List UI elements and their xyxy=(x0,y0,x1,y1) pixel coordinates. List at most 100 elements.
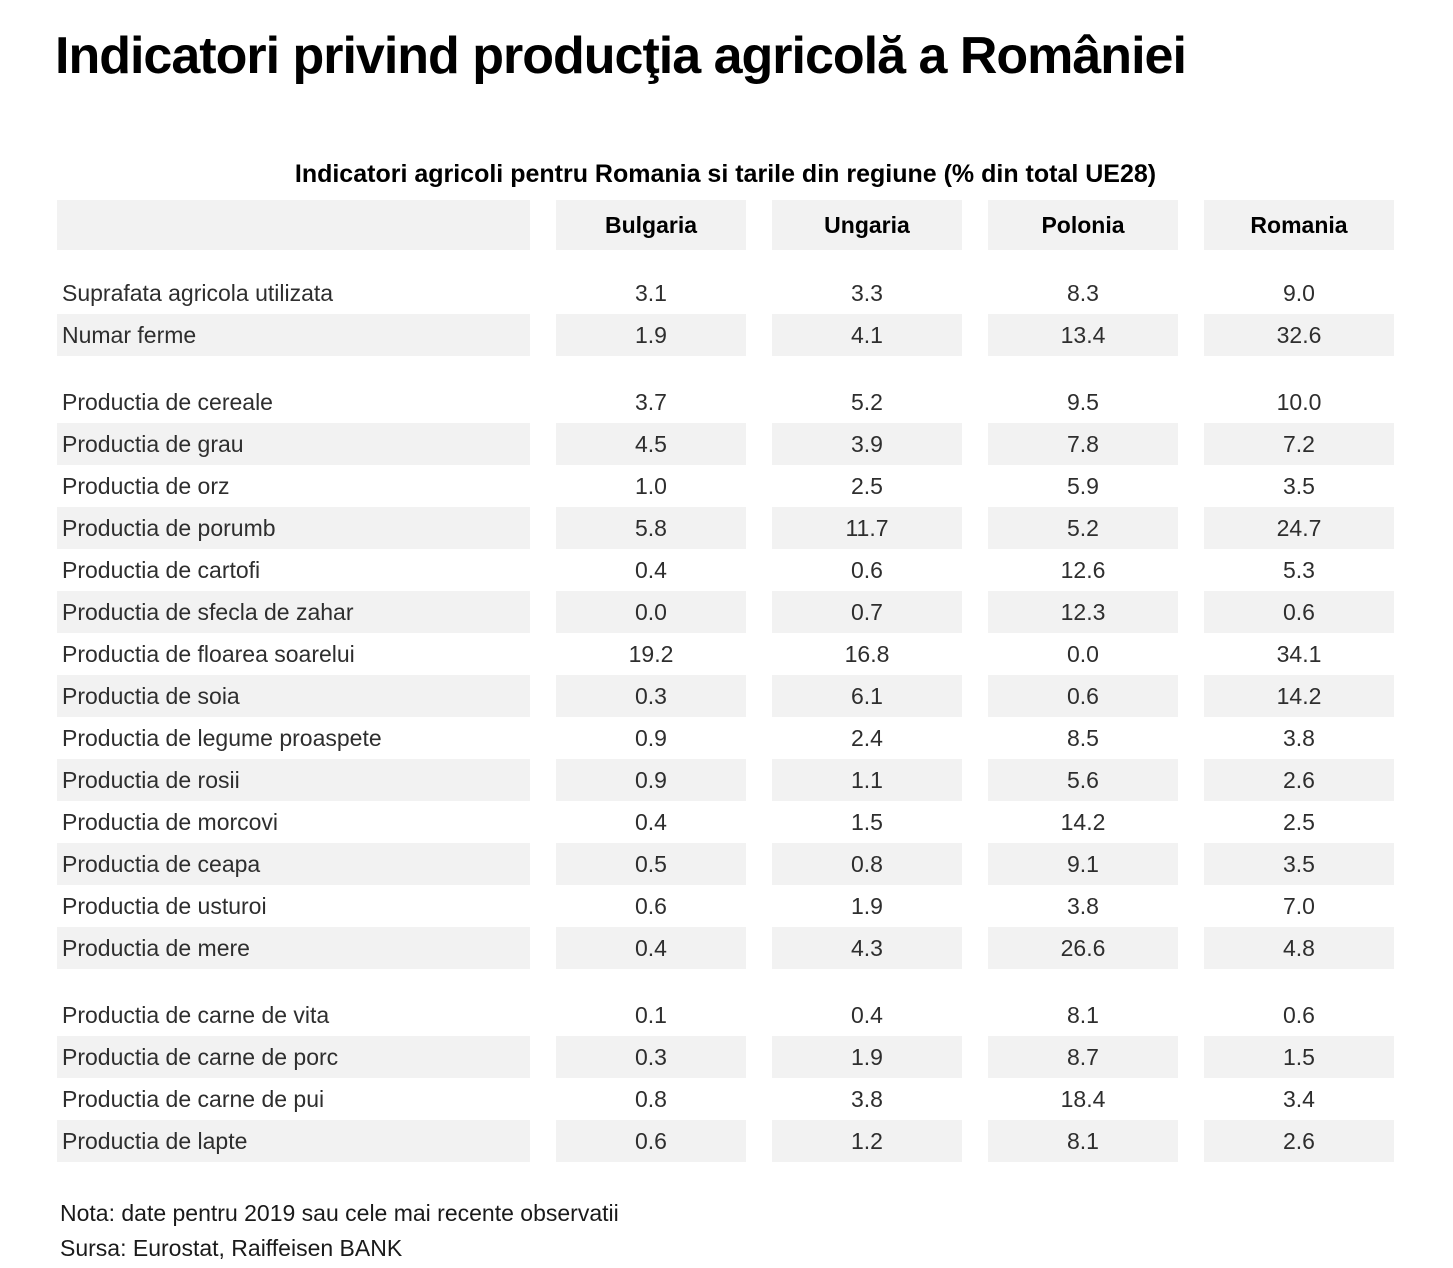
value-cell: 9.0 xyxy=(1283,279,1315,306)
table-row: Productia de carne de porc 0.3 1.9 8.7 1.5 xyxy=(57,1036,1394,1078)
row-label: Productia de soia xyxy=(57,675,530,717)
header-empty-cell xyxy=(57,200,530,250)
value-cell: 3.9 xyxy=(772,423,962,465)
footer-note: Nota: date pentru 2019 sau cele mai rece… xyxy=(60,1200,619,1226)
row-label: Productia de grau xyxy=(57,423,530,465)
value-cell: 14.2 xyxy=(1060,808,1106,835)
value-cell: 3.3 xyxy=(851,279,883,306)
row-label: Productia de ceapa xyxy=(57,843,530,885)
value-cell: 0.3 xyxy=(556,1036,746,1078)
row-label: Productia de cartofi xyxy=(62,556,261,583)
value-cell: 5.2 xyxy=(988,507,1178,549)
value-cell: 3.8 xyxy=(1067,892,1099,919)
table-row: Numar ferme 1.9 4.1 13.4 32.6 xyxy=(57,314,1394,356)
row-label: Productia de floarea soarelui xyxy=(62,640,355,667)
table-row: Productia de sfecla de zahar 0.0 0.7 12.3 0.… xyxy=(57,591,1394,633)
column-header-bulgaria: Bulgaria xyxy=(556,200,746,250)
row-label: Productia de porumb xyxy=(57,507,530,549)
value-cell: 3.5 xyxy=(1204,843,1394,885)
value-cell: 0.8 xyxy=(772,843,962,885)
table-row: Productia de carne de vita 0.1 0.4 8.1 0.6 xyxy=(57,994,1394,1036)
row-label: Productia de carne de pui xyxy=(62,1085,325,1112)
value-cell: 3.8 xyxy=(1283,724,1315,751)
value-cell: 8.1 xyxy=(1067,1001,1099,1028)
page-title: Indicatori privind producţia agricolă a … xyxy=(55,27,1187,85)
value-cell: 4.1 xyxy=(772,314,962,356)
value-cell: 26.6 xyxy=(988,927,1178,969)
value-cell: 0.6 xyxy=(1283,1001,1315,1028)
table-row: Productia de orz 1.0 2.5 5.9 3.5 xyxy=(57,465,1394,507)
value-cell: 5.6 xyxy=(988,759,1178,801)
table-row: Productia de morcovi 0.4 1.5 14.2 2.5 xyxy=(57,801,1394,843)
value-cell: 1.0 xyxy=(635,472,667,499)
value-cell: 0.0 xyxy=(556,591,746,633)
value-cell: 0.9 xyxy=(556,759,746,801)
row-group: Productia de cereale 3.7 5.2 9.5 10.0 Product… xyxy=(57,381,1394,969)
row-label: Productia de lapte xyxy=(57,1120,530,1162)
row-label: Productia de mere xyxy=(57,927,530,969)
value-cell: 2.6 xyxy=(1204,759,1394,801)
value-cell: 3.5 xyxy=(1283,472,1315,499)
value-cell: 13.4 xyxy=(988,314,1178,356)
value-cell: 7.2 xyxy=(1204,423,1394,465)
value-cell: 1.9 xyxy=(556,314,746,356)
value-cell: 1.2 xyxy=(772,1120,962,1162)
value-cell: 0.7 xyxy=(772,591,962,633)
value-cell: 1.5 xyxy=(851,808,883,835)
value-cell: 3.4 xyxy=(1283,1085,1315,1112)
row-label: Numar ferme xyxy=(57,314,530,356)
value-cell: 5.2 xyxy=(851,388,883,415)
value-cell: 8.1 xyxy=(988,1120,1178,1162)
value-cell: 8.5 xyxy=(1067,724,1099,751)
value-cell: 0.6 xyxy=(1204,591,1394,633)
table-row: Productia de carne de pui 0.8 3.8 18.4 3.4 xyxy=(57,1078,1394,1120)
value-cell: 10.0 xyxy=(1276,388,1322,415)
table-row: Productia de porumb 5.8 11.7 5.2 24.7 xyxy=(57,507,1394,549)
value-cell: 0.0 xyxy=(1067,640,1099,667)
value-cell: 24.7 xyxy=(1204,507,1394,549)
value-cell: 2.6 xyxy=(1204,1120,1394,1162)
value-cell: 1.9 xyxy=(772,1036,962,1078)
table-row: Suprafata agricola utilizata 3.1 3.3 8.3 9.0 xyxy=(57,272,1394,314)
value-cell: 3.8 xyxy=(851,1085,883,1112)
row-group: Suprafata agricola utilizata 3.1 3.3 8.3 9.0… xyxy=(57,272,1394,356)
row-label: Productia de sfecla de zahar xyxy=(57,591,530,633)
value-cell: 0.8 xyxy=(635,1085,667,1112)
value-cell: 6.1 xyxy=(772,675,962,717)
column-header-romania: Romania xyxy=(1204,200,1394,250)
column-header-ungaria: Ungaria xyxy=(772,200,962,250)
footer-source: Sursa: Eurostat, Raiffeisen BANK xyxy=(60,1235,403,1261)
table-body: Suprafata agricola utilizata 3.1 3.3 8.3 9.0… xyxy=(57,272,1394,1162)
value-cell: 0.6 xyxy=(988,675,1178,717)
value-cell: 18.4 xyxy=(1060,1085,1106,1112)
table-row: Productia de mere 0.4 4.3 26.6 4.8 xyxy=(57,927,1394,969)
value-cell: 16.8 xyxy=(844,640,890,667)
row-label: Suprafata agricola utilizata xyxy=(62,279,334,306)
row-label: Productia de cereale xyxy=(62,388,273,415)
table-row: Productia de soia 0.3 6.1 0.6 14.2 xyxy=(57,675,1394,717)
value-cell: 2.4 xyxy=(851,724,883,751)
value-cell: 0.4 xyxy=(556,927,746,969)
value-cell: 0.4 xyxy=(851,1001,883,1028)
row-label: Productia de legume proaspete xyxy=(62,724,382,751)
value-cell: 5.9 xyxy=(1067,472,1099,499)
value-cell: 3.7 xyxy=(635,388,667,415)
value-cell: 12.3 xyxy=(988,591,1178,633)
value-cell: 2.5 xyxy=(1283,808,1315,835)
row-label: Productia de rosii xyxy=(57,759,530,801)
value-cell: 8.3 xyxy=(1067,279,1099,306)
table-row: Productia de cartofi 0.4 0.6 12.6 5.3 xyxy=(57,549,1394,591)
table-row: Productia de lapte 0.6 1.2 8.1 2.6 xyxy=(57,1120,1394,1162)
table-row: Productia de ceapa 0.5 0.8 9.1 3.5 xyxy=(57,843,1394,885)
table-row: Productia de rosii 0.9 1.1 5.6 2.6 xyxy=(57,759,1394,801)
value-cell: 0.4 xyxy=(635,808,667,835)
row-group: Productia de carne de vita 0.1 0.4 8.1 0.6 Pr… xyxy=(57,994,1394,1162)
value-cell: 3.1 xyxy=(635,279,667,306)
value-cell: 4.5 xyxy=(556,423,746,465)
value-cell: 8.7 xyxy=(988,1036,1178,1078)
indicators-table: Bulgaria Ungaria Polonia Romania Suprafata … xyxy=(57,200,1394,1187)
value-cell: 0.6 xyxy=(635,892,667,919)
value-cell: 19.2 xyxy=(628,640,674,667)
value-cell: 0.9 xyxy=(635,724,667,751)
